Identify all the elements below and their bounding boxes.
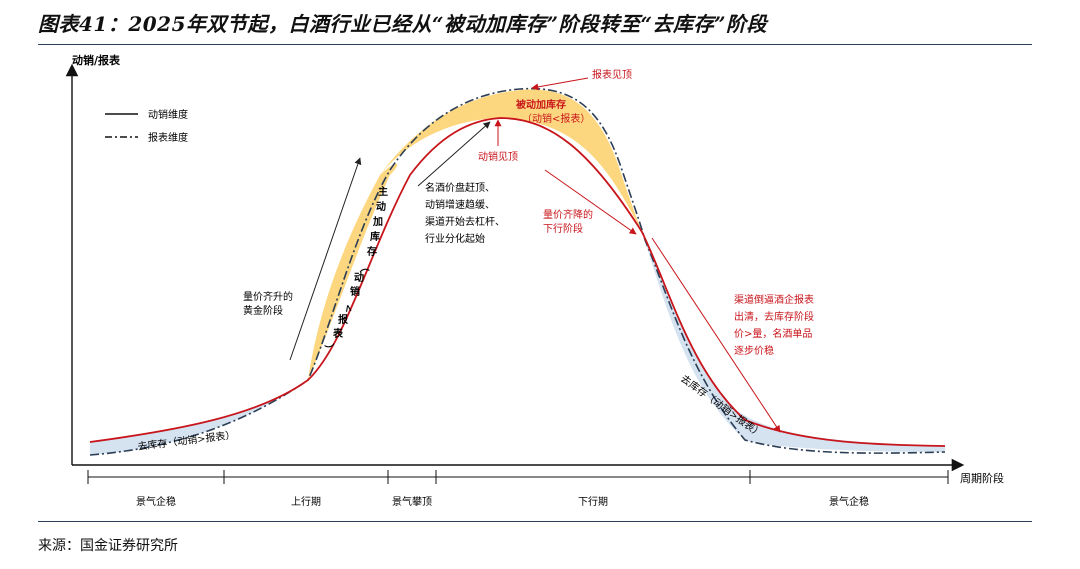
golden-stage-arrow (289, 157, 362, 361)
right-note: 渠道倒逼酒企报表 出清，去库存阶段 价>量，名酒单品 逐步价稳 (734, 293, 814, 357)
svg-text:销: 销 (350, 285, 360, 298)
phase-label: 景气企稳 (136, 495, 176, 508)
svg-text:动: 动 (354, 271, 364, 284)
svg-text:行业分化起始: 行业分化起始 (425, 232, 485, 245)
destock-fill-left (90, 380, 308, 455)
svg-text:（: （ (356, 261, 371, 273)
report-peak-arrow (531, 77, 589, 91)
svg-text:下行阶段: 下行阶段 (543, 222, 583, 235)
legend-sales-label: 动销维度 (148, 108, 188, 121)
report-peak-label: 报表见顶 (592, 68, 632, 81)
phase-scale (87, 470, 949, 484)
source-note: 来源：国金证券研究所 (38, 538, 178, 554)
golden-stage-label: 量价齐升的 (243, 290, 293, 303)
phase-label: 上行期 (291, 495, 321, 508)
destock-fill-right (642, 232, 945, 452)
passive-stock-label: （动销<报表） (522, 112, 590, 125)
phase-label: 景气攀顶 (392, 495, 432, 508)
svg-text:加: 加 (372, 215, 383, 228)
x-axis-label: 周期阶段 (960, 471, 1004, 485)
report-line (89, 87, 946, 456)
page-title: 图表41：2025年双节起，白酒行业已经从“被动加库存”阶段转至“去库存”阶段 (38, 12, 768, 36)
svg-text:动销增速趋缓、: 动销增速趋缓、 (425, 198, 495, 211)
svg-text:动: 动 (376, 200, 386, 213)
svg-text:库: 库 (370, 230, 380, 243)
svg-text:<: < (341, 303, 353, 313)
title-divider (38, 44, 1032, 45)
sales-line (89, 117, 946, 447)
decline-arrow (544, 169, 637, 235)
phase-label: 下行期 (578, 495, 608, 508)
svg-text:表: 表 (332, 327, 344, 340)
passive-stock-fill (380, 89, 642, 232)
svg-text:主: 主 (378, 185, 388, 198)
svg-text:名酒价盘赶顶、: 名酒价盘赶顶、 (425, 181, 495, 194)
svg-text:存: 存 (367, 245, 377, 258)
mid-note-arrow (417, 121, 491, 187)
svg-text:价>量，名酒单品: 价>量，名酒单品 (734, 327, 812, 340)
svg-text:渠道倒逼酒企报表: 渠道倒逼酒企报表 (734, 293, 814, 306)
destock-arrow (651, 237, 781, 433)
active-stock-label: 主 动 加 库 存 （ 动 销 < 报 表 ） (322, 185, 388, 355)
svg-text:逐步价稳: 逐步价稳 (734, 344, 774, 357)
passive-stock-label: 被动加库存 (516, 98, 566, 111)
svg-text:量价齐降的: 量价齐降的 (543, 208, 593, 221)
svg-text:报: 报 (338, 313, 348, 326)
svg-text:）: ） (322, 343, 337, 355)
svg-text:出清，去库存阶段: 出清，去库存阶段 (734, 310, 814, 323)
phase-label: 景气企稳 (829, 495, 869, 508)
y-axis-label: 动销/报表 (72, 53, 121, 67)
golden-stage-label: 黄金阶段 (243, 304, 283, 317)
mid-note: 名酒价盘赶顶、 动销增速趋缓、 渠道开始去杠杆、 行业分化起始 (425, 181, 505, 245)
decline-note: 量价齐降的 下行阶段 (543, 208, 593, 235)
destock-right-label: 去库存（动销>报表） (678, 372, 765, 440)
source-divider (38, 521, 1032, 522)
svg-text:渠道开始去杠杆、: 渠道开始去杠杆、 (425, 215, 505, 228)
sales-peak-label: 动销见顶 (478, 150, 518, 163)
legend-report-label: 报表维度 (148, 131, 188, 144)
